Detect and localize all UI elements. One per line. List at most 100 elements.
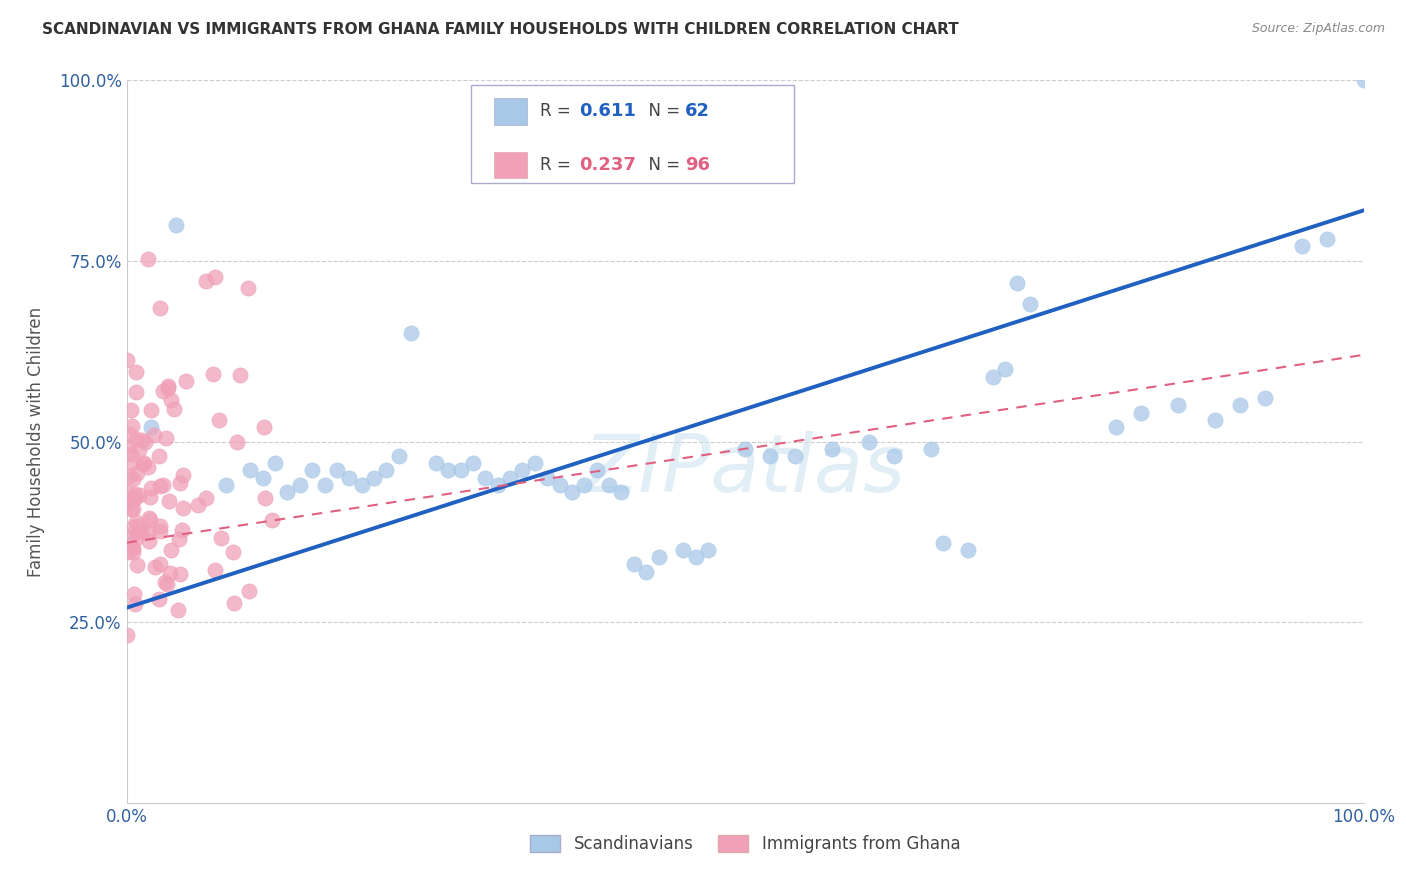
Point <box>512 463 534 477</box>
Text: 0.611: 0.611 <box>579 103 636 120</box>
Text: R =: R = <box>540 156 576 174</box>
Point <box>172 523 194 537</box>
Point <box>783 449 806 463</box>
Point <box>375 463 398 477</box>
Point <box>932 535 955 549</box>
Point <box>136 252 159 266</box>
Point <box>121 541 143 556</box>
Point <box>399 326 422 340</box>
Point <box>1018 297 1040 311</box>
Point <box>125 531 148 545</box>
Point <box>122 502 145 516</box>
Point <box>623 558 645 572</box>
Point <box>1254 391 1277 405</box>
Point <box>486 478 509 492</box>
Point <box>159 566 181 581</box>
Point <box>994 362 1017 376</box>
Point <box>1204 413 1226 427</box>
Point <box>474 470 496 484</box>
Point <box>152 477 174 491</box>
Point <box>194 274 217 288</box>
Point <box>350 478 373 492</box>
Point <box>226 434 249 449</box>
Point <box>523 456 546 470</box>
Text: R =: R = <box>540 103 576 120</box>
Point <box>1167 398 1189 412</box>
Point <box>685 550 707 565</box>
Point <box>117 545 139 559</box>
Point <box>124 487 146 501</box>
Point <box>156 577 179 591</box>
Point <box>1229 398 1251 412</box>
Point <box>759 449 782 463</box>
Point <box>149 524 172 539</box>
Point <box>858 434 880 449</box>
Text: ZIPatlas: ZIPatlas <box>583 432 907 509</box>
Point <box>260 513 283 527</box>
Point <box>159 393 181 408</box>
Point <box>136 460 159 475</box>
Point <box>157 494 180 508</box>
Point <box>276 485 298 500</box>
Point <box>1105 420 1128 434</box>
Point <box>186 498 208 512</box>
Point <box>585 463 607 477</box>
Point <box>1291 239 1313 253</box>
Point <box>120 501 142 516</box>
Text: N =: N = <box>638 103 686 120</box>
Point <box>148 449 170 463</box>
Point <box>124 597 146 611</box>
Point <box>222 596 245 610</box>
Point <box>288 478 311 492</box>
Point <box>301 463 323 477</box>
Point <box>204 563 226 577</box>
Point <box>138 511 160 525</box>
Point <box>138 533 160 548</box>
Point <box>117 495 139 509</box>
Point <box>132 456 155 470</box>
Point <box>127 524 149 539</box>
Point <box>167 532 190 546</box>
Point <box>145 560 167 574</box>
Text: 0.237: 0.237 <box>579 156 636 174</box>
Point <box>610 485 633 500</box>
Point <box>204 269 226 284</box>
Point <box>166 603 188 617</box>
Text: N =: N = <box>638 156 686 174</box>
Point <box>1353 73 1375 87</box>
Point <box>124 491 146 506</box>
Point <box>149 557 172 571</box>
Point <box>1130 406 1153 420</box>
Point <box>121 456 143 470</box>
Point <box>138 490 160 504</box>
Point <box>136 526 159 541</box>
Point <box>326 463 349 477</box>
Point <box>117 529 139 543</box>
Point <box>141 420 163 434</box>
Point <box>172 500 194 515</box>
Point <box>450 463 472 477</box>
Point <box>121 418 143 433</box>
Point <box>222 545 245 559</box>
Point <box>125 384 148 399</box>
Point <box>153 575 176 590</box>
Point <box>239 463 262 477</box>
Point <box>253 420 276 434</box>
Point <box>598 478 620 492</box>
Point <box>254 491 277 505</box>
Point <box>388 449 411 463</box>
Point <box>125 365 148 379</box>
Point <box>981 369 1004 384</box>
Point <box>118 426 141 441</box>
Point <box>202 367 225 381</box>
Point <box>1316 232 1339 246</box>
Point <box>155 431 177 445</box>
Point <box>169 476 191 491</box>
Point <box>125 558 148 573</box>
Point <box>536 470 558 484</box>
Point <box>561 485 583 500</box>
Point <box>1007 276 1029 290</box>
Point <box>734 442 756 456</box>
Point <box>672 542 695 557</box>
Point <box>120 403 142 417</box>
